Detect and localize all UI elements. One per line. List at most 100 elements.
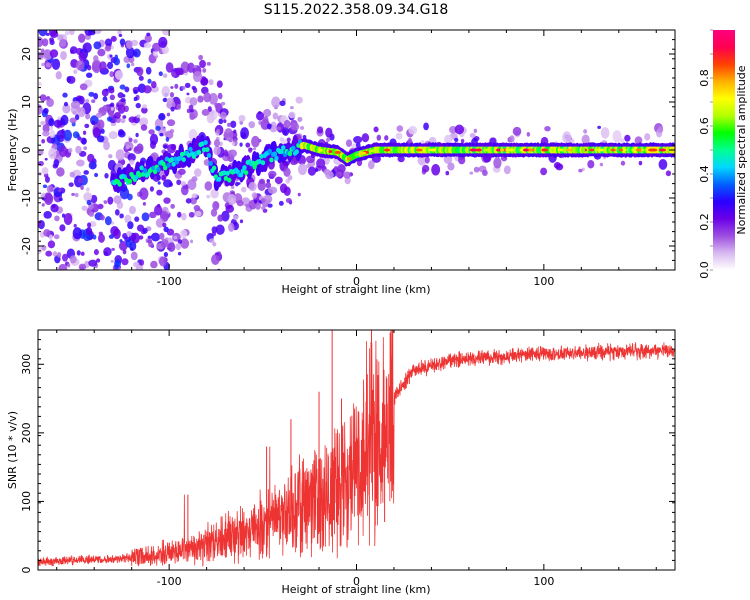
noise-blob	[110, 35, 117, 42]
noise-blob	[88, 211, 94, 217]
noise-blob	[83, 146, 88, 151]
noise-blob	[147, 78, 152, 84]
noise-blob	[131, 232, 140, 244]
noise-blob	[177, 251, 182, 256]
noise-blob	[108, 131, 118, 140]
noise-blob	[97, 48, 106, 57]
ridge-core	[227, 177, 232, 183]
noise-blob	[447, 162, 455, 171]
noise-blob	[158, 256, 167, 267]
noise-blob	[163, 226, 169, 233]
noise-blob	[355, 142, 361, 148]
noise-blob	[77, 95, 85, 105]
noise-blob	[122, 233, 128, 239]
noise-blob	[141, 212, 150, 222]
ridge-hotspot	[631, 148, 635, 152]
noise-blob	[148, 129, 155, 135]
spectrogram-ytick-label: 10	[20, 95, 33, 109]
noise-blob	[49, 129, 56, 139]
ridge-core	[238, 172, 244, 178]
colorbar-tick-label: 0.0	[698, 261, 711, 279]
colorbar: 0.0 0.2 0.4 0.6 0.8 Normalized spectral ampl…	[698, 29, 748, 279]
noise-blob	[108, 110, 115, 118]
ridge-core	[257, 159, 262, 165]
noise-blob	[43, 192, 54, 206]
noise-blob	[58, 263, 68, 270]
noise-blob	[138, 235, 144, 240]
noise-blob	[170, 86, 174, 89]
ridge-core	[252, 164, 257, 170]
noise-blob	[544, 126, 551, 132]
noise-blob	[286, 137, 291, 143]
ridge-hotspot	[522, 148, 529, 152]
noise-blob	[297, 116, 303, 123]
noise-blob	[221, 210, 230, 222]
noise-blob	[562, 131, 572, 144]
noise-blob	[88, 259, 98, 267]
noise-blob	[96, 135, 105, 143]
noise-blob	[599, 162, 604, 167]
noise-blob	[287, 174, 293, 181]
noise-blob	[638, 160, 643, 166]
noise-blob	[119, 213, 124, 219]
noise-blob	[188, 211, 195, 218]
spectrogram-ytick-label: 0	[20, 147, 33, 154]
noise-blob	[139, 259, 145, 266]
ridge-core	[269, 157, 274, 163]
noise-blob	[88, 91, 95, 97]
noise-blob	[193, 65, 198, 69]
snr-xtick-label: 100	[533, 575, 554, 588]
noise-blob	[268, 186, 278, 194]
noise-blob	[77, 107, 86, 118]
noise-blob	[223, 119, 227, 123]
noise-blob	[117, 104, 126, 114]
ridge-core	[211, 165, 217, 171]
ridge-core	[259, 153, 264, 159]
noise-blob	[162, 97, 168, 103]
noise-blob	[72, 227, 82, 240]
noise-blob	[67, 263, 71, 268]
noise-blob	[136, 66, 144, 77]
noise-blob	[41, 246, 47, 251]
ridge-hotspot	[588, 148, 595, 152]
noise-blob	[83, 170, 89, 175]
colorbar-gradient	[713, 30, 735, 270]
noise-blob	[279, 137, 285, 143]
noise-blob	[239, 219, 244, 224]
ridge-core	[161, 161, 166, 167]
noise-blob	[43, 107, 49, 114]
noise-blob	[217, 214, 224, 222]
noise-blob	[258, 111, 262, 114]
noise-blob	[43, 211, 52, 219]
noise-blob	[163, 197, 171, 204]
noise-blob	[108, 154, 113, 159]
ridge-hotspot	[415, 148, 423, 152]
noise-blob	[170, 203, 175, 209]
noise-blob	[211, 226, 218, 234]
noise-blob	[114, 259, 122, 268]
noise-blob	[215, 224, 225, 235]
noise-blob	[38, 30, 48, 37]
noise-blob	[149, 186, 154, 192]
noise-blob	[218, 118, 224, 125]
noise-blob	[129, 159, 135, 165]
noise-blob	[44, 176, 50, 183]
noise-blob	[59, 38, 67, 48]
noise-blob	[169, 92, 175, 98]
noise-blob	[128, 137, 133, 142]
noise-blob	[180, 185, 189, 196]
ridge-hotspot	[499, 148, 505, 152]
noise-blob	[126, 193, 133, 201]
ridge-hotspot	[648, 148, 656, 152]
noise-blob	[105, 88, 109, 92]
noise-blob	[282, 129, 288, 135]
ridge-hotspot	[658, 148, 667, 152]
ridge-hotspot	[319, 148, 323, 152]
noise-blob	[307, 166, 317, 176]
noise-blob	[473, 128, 478, 133]
noise-blob	[166, 119, 176, 127]
noise-blob	[424, 156, 430, 164]
noise-blob	[219, 141, 223, 147]
noise-blob	[581, 134, 590, 145]
